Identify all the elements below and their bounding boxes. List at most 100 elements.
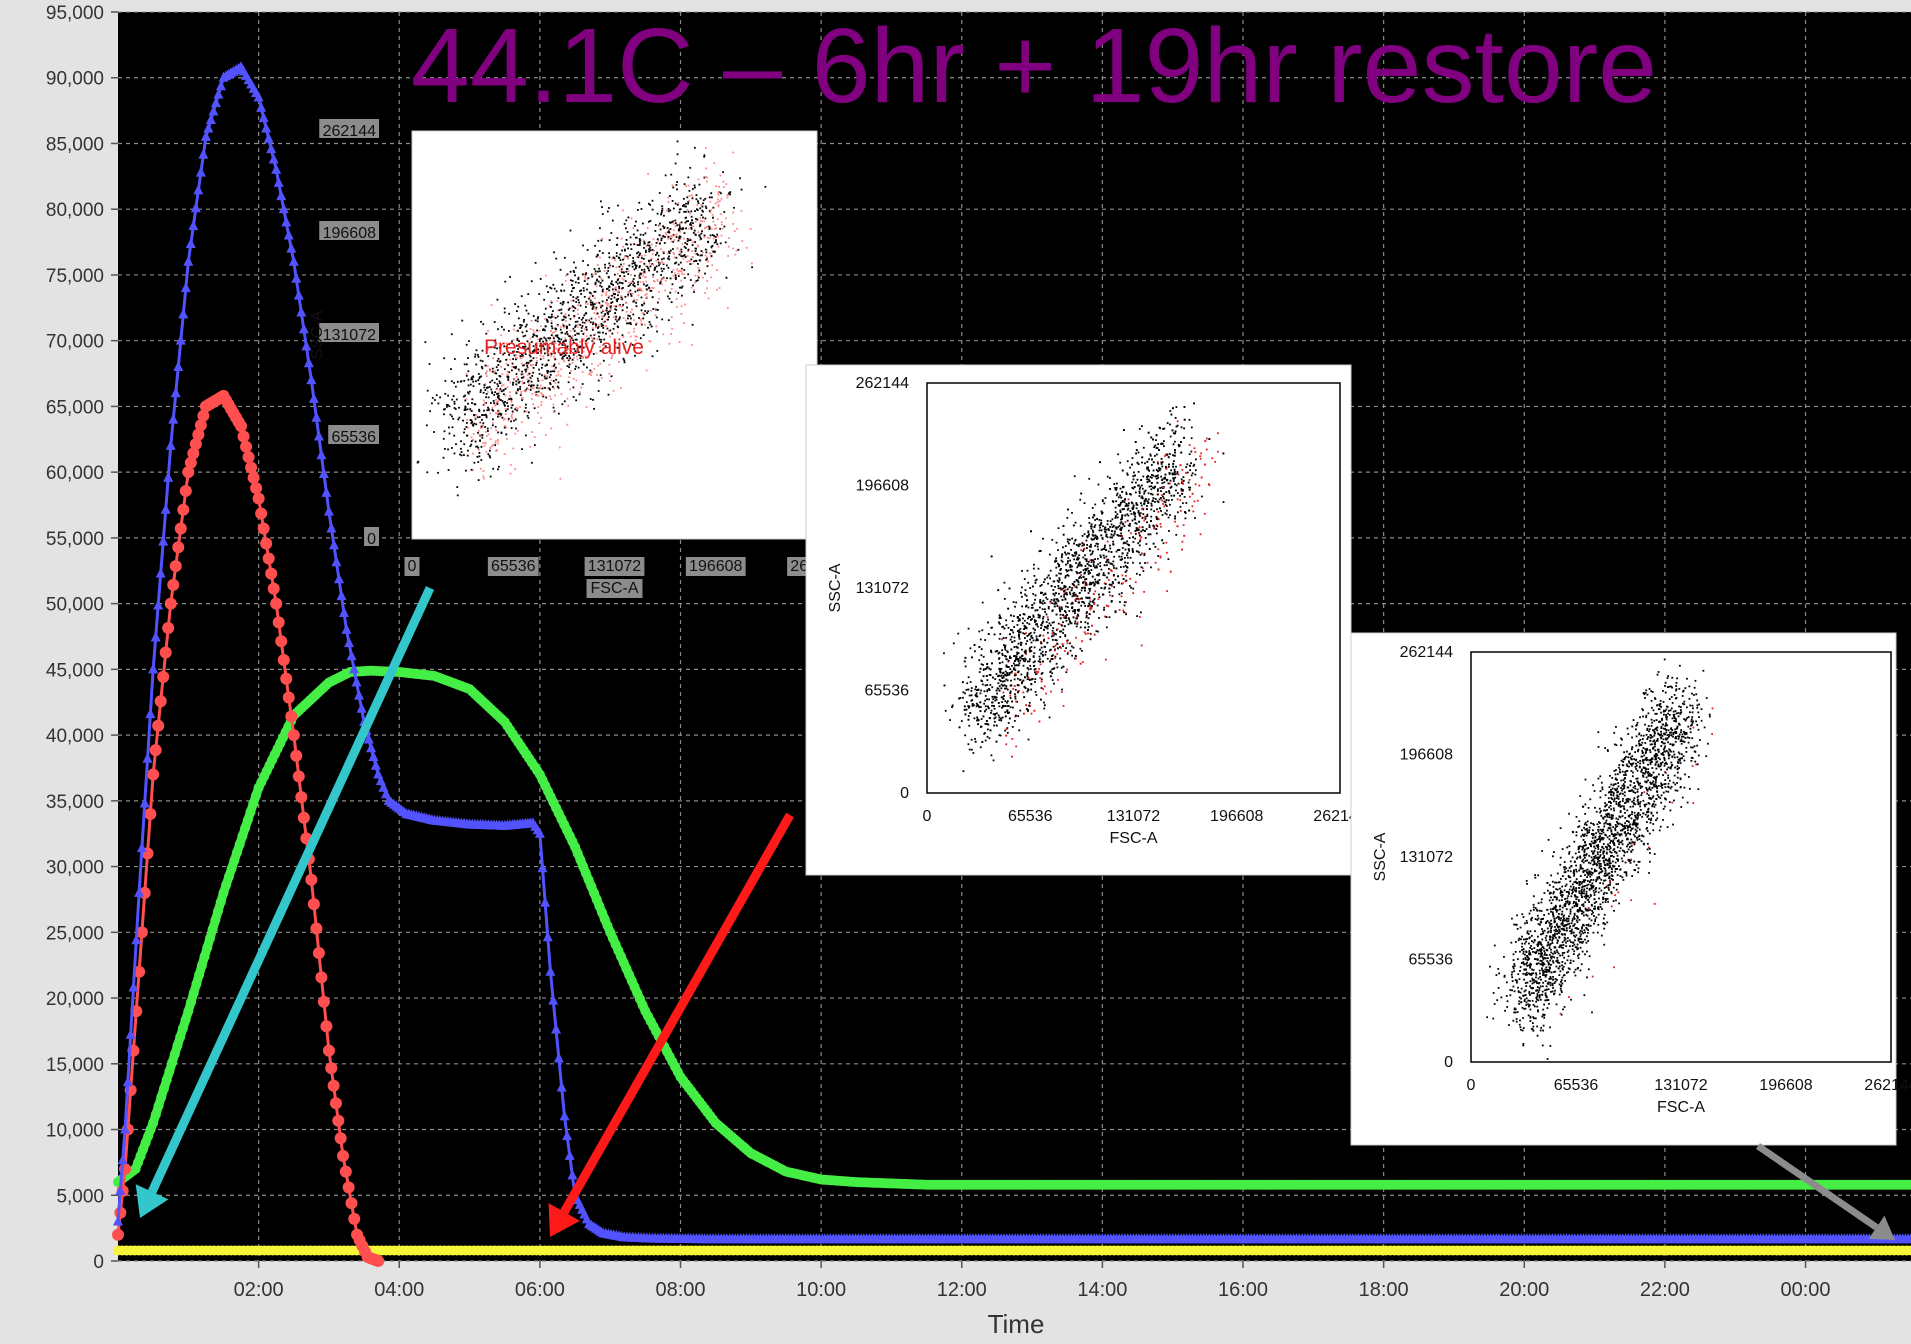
- scatter-dot: [715, 185, 717, 187]
- scatter-dot: [493, 400, 495, 402]
- scatter-dot: [639, 244, 641, 246]
- scatter-dot: [1047, 632, 1049, 634]
- scatter-dot: [454, 358, 456, 360]
- scatter-dot: [536, 391, 538, 393]
- scatter-dot: [522, 376, 524, 378]
- scatter-dot: [475, 364, 477, 366]
- scatter-dot: [685, 203, 687, 205]
- scatter-dot: [725, 183, 727, 185]
- scatter-dot: [488, 408, 490, 410]
- scatter-dot: [592, 322, 594, 324]
- data-point-green: [178, 1023, 188, 1033]
- scatter-dot: [504, 308, 506, 310]
- scatter-dot: [508, 313, 510, 315]
- scatter-dot: [717, 218, 719, 220]
- scatter-dot: [617, 294, 619, 296]
- scatter-dot: [477, 456, 479, 458]
- scatter-dot: [567, 333, 569, 335]
- scatter-dot: [660, 229, 662, 231]
- scatter-dot: [727, 307, 729, 309]
- scatter-dot: [519, 386, 521, 388]
- scatter-dot: [489, 457, 491, 459]
- scatter-dot: [538, 391, 540, 393]
- scatter-dot: [633, 282, 635, 284]
- scatter-dot: [492, 368, 494, 370]
- scatter-dot: [475, 446, 477, 448]
- scatter-dot: [577, 309, 579, 311]
- scatter-dot: [575, 321, 577, 323]
- scatter-dot: [652, 355, 654, 357]
- scatter-dot: [536, 395, 538, 397]
- scatter-dot: [483, 392, 485, 394]
- scatter-dot: [695, 218, 697, 220]
- scatter-dot: [679, 250, 681, 252]
- scatter-dot: [544, 376, 546, 378]
- scatter-dot: [567, 405, 569, 407]
- scatter-dot: [641, 269, 643, 271]
- data-point-red: [260, 538, 272, 550]
- scatter-dot: [698, 270, 700, 272]
- scatter-dot: [539, 373, 541, 375]
- data-point-red: [337, 1150, 349, 1162]
- scatter-dot: [501, 432, 503, 434]
- scatter-dot: [615, 309, 617, 311]
- scatter-dot: [606, 272, 608, 274]
- scatter-dot: [643, 234, 645, 236]
- data-point-red: [290, 750, 302, 762]
- scatter-dot: [507, 386, 509, 388]
- scatter-dot: [720, 242, 722, 244]
- scatter-dot: [478, 410, 480, 412]
- scatter-dot: [678, 240, 680, 242]
- scatter-dot: [688, 228, 690, 230]
- data-point-red: [340, 1166, 352, 1178]
- scatter-dot: [647, 310, 649, 312]
- data-point-red: [328, 1080, 340, 1092]
- scatter-dot: [625, 280, 627, 282]
- scatter-dot: [1094, 579, 1096, 581]
- data-point-green: [154, 1101, 164, 1111]
- scatter-dot: [715, 239, 717, 241]
- scatter-dot: [544, 318, 546, 320]
- scatter-dot: [457, 381, 459, 383]
- scatter-dot: [723, 211, 725, 213]
- scatter-dot: [503, 402, 505, 404]
- scatter-dot: [570, 279, 572, 281]
- scatter-dot: [703, 199, 705, 201]
- scatter-dot: [510, 464, 512, 466]
- scatter-dot: [489, 381, 491, 383]
- scatter-dot: [511, 407, 513, 409]
- scatter-dot: [678, 202, 680, 204]
- scatter-dot: [556, 290, 558, 292]
- scatter-dot: [528, 412, 530, 414]
- scatter-dot: [603, 316, 605, 318]
- scatter-dot: [587, 264, 589, 266]
- scatter-dot: [641, 290, 643, 292]
- scatter-dot: [477, 461, 479, 463]
- scatter-dot: [552, 386, 554, 388]
- scatter-dot: [602, 332, 604, 334]
- scatter-dot: [668, 258, 670, 260]
- scatter-dot: [582, 317, 584, 319]
- scatter-dot: [641, 257, 643, 259]
- scatter-dot: [451, 380, 453, 382]
- scatter-dot: [683, 198, 685, 200]
- scatter-dot: [655, 254, 657, 256]
- scatter-dot: [569, 308, 571, 310]
- scatter-dot: [497, 364, 499, 366]
- scatter-dot: [646, 370, 648, 372]
- scatter-dot: [710, 212, 712, 214]
- scatter-dot: [591, 363, 593, 365]
- scatter-dot: [676, 268, 678, 270]
- scatter-dot: [436, 394, 438, 396]
- x-tick-label: 16:00: [1218, 1279, 1268, 1301]
- scatter-dot: [554, 364, 556, 366]
- scatter-dot: [627, 256, 629, 258]
- scatter-dot: [628, 332, 630, 334]
- scatter-dot: [648, 221, 650, 223]
- scatter-dot: [495, 440, 497, 442]
- scatter-dot: [553, 388, 555, 390]
- scatter-dot: [525, 391, 527, 393]
- scatter-dot: [573, 270, 575, 272]
- scatter-dot: [633, 278, 635, 280]
- data-point-green: [181, 1015, 191, 1025]
